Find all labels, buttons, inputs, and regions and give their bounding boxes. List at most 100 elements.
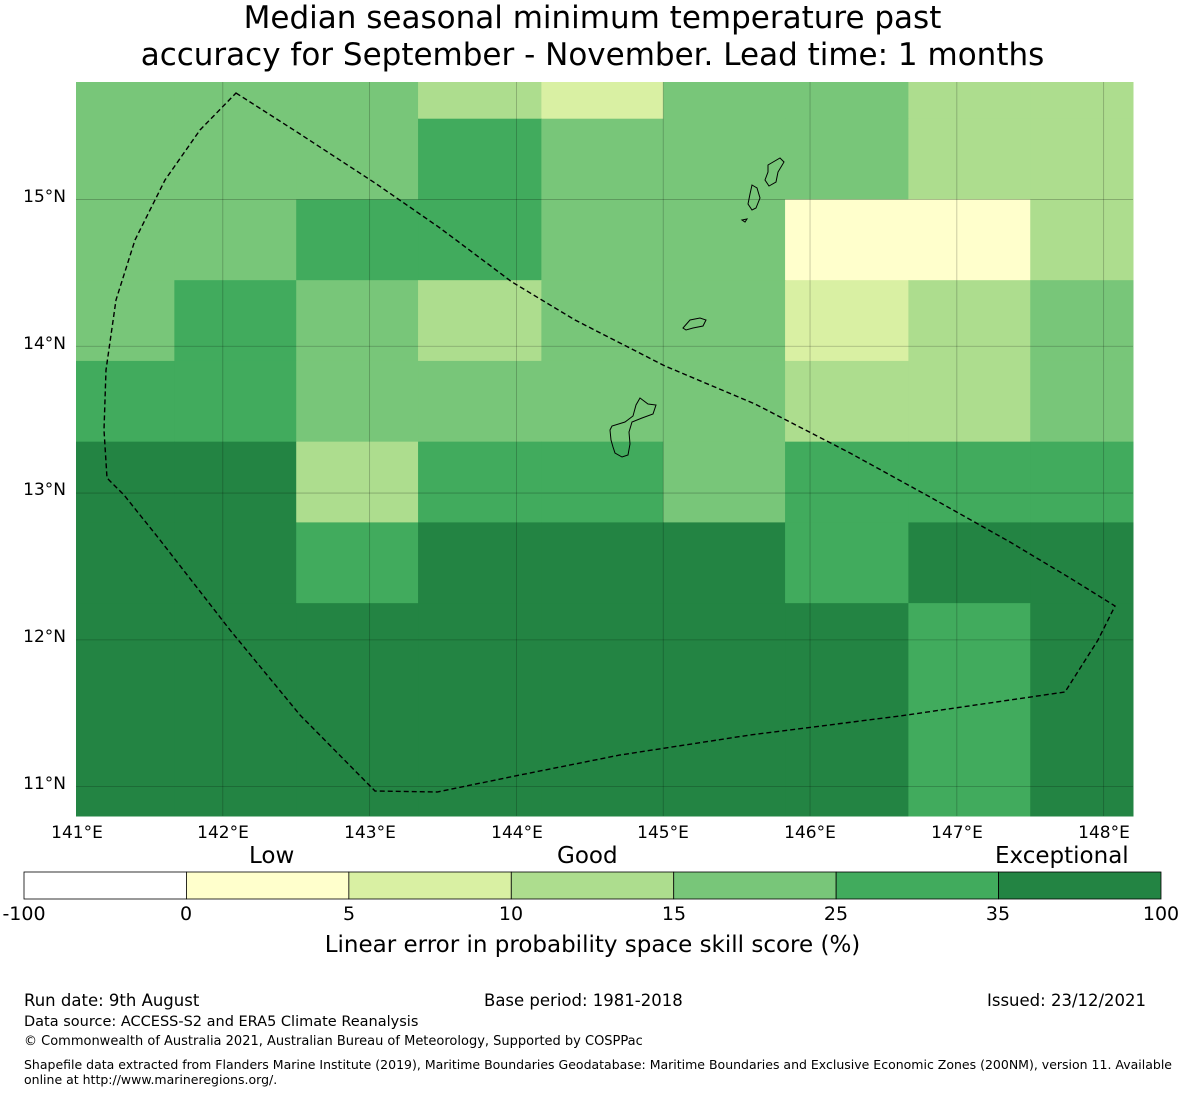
shapefile-note: Shapefile data extracted from Flanders M… <box>24 1057 1172 1087</box>
skill-cell <box>541 82 664 120</box>
skill-cell <box>1030 360 1134 443</box>
skill-cell <box>418 360 542 443</box>
skill-cell <box>76 199 175 281</box>
skill-cell <box>908 441 1031 523</box>
skill-cell <box>418 82 542 120</box>
colorbar-tick: 15 <box>661 903 687 925</box>
skill-cell <box>663 118 786 200</box>
skill-cell <box>174 280 297 362</box>
skill-grid <box>76 82 1134 817</box>
skill-cell <box>418 441 542 523</box>
skill-cell <box>418 522 542 604</box>
colorbar-tick: 100 <box>1142 903 1180 925</box>
island-tinian <box>747 184 761 211</box>
skill-cell <box>908 118 1031 200</box>
chart-title: Median seasonal minimum temperature past… <box>0 0 1185 74</box>
skill-cell <box>76 118 175 200</box>
skill-cell <box>785 199 909 281</box>
lon-label-147: 147°E <box>931 823 983 843</box>
skill-cell <box>76 280 175 362</box>
skill-cell <box>296 603 419 817</box>
skill-cell <box>174 603 297 817</box>
islands <box>609 157 785 458</box>
skill-cell <box>541 360 664 443</box>
skill-cell <box>908 603 1031 817</box>
colorbar-segment <box>673 871 837 900</box>
skill-cell <box>663 441 786 523</box>
colorbar-tick: 0 <box>179 903 193 925</box>
lat-lon-gridlines <box>76 82 1133 816</box>
legend-category-good: Good <box>557 843 618 869</box>
legend-category-low: Low <box>249 843 295 869</box>
skill-cell <box>663 82 786 120</box>
issued-date: Issued: 23/12/2021 <box>987 991 1147 1010</box>
skill-cell <box>296 82 419 120</box>
skill-cell <box>908 360 1031 443</box>
skill-cell <box>76 82 175 120</box>
colorbar-segment <box>348 871 512 900</box>
colorbar-segment <box>510 871 675 900</box>
lon-label-148: 148°E <box>1078 823 1130 843</box>
skill-cell <box>908 522 1031 604</box>
skill-cell <box>296 360 419 443</box>
skill-cell <box>1030 522 1134 604</box>
island-rota <box>682 317 707 331</box>
skill-cell <box>541 522 664 604</box>
data-source: Data source: ACCESS-S2 and ERA5 Climate … <box>24 1014 419 1030</box>
skill-cell <box>785 118 909 200</box>
skill-cell <box>296 441 419 523</box>
skill-cell <box>785 522 909 604</box>
colorbar-segment <box>186 871 350 900</box>
skill-cell <box>908 280 1031 362</box>
skill-cell <box>418 280 542 362</box>
skill-cell <box>1030 441 1134 523</box>
legend-category-exceptional: Exceptional <box>995 843 1129 869</box>
lat-label-12: 12°N <box>23 627 66 647</box>
lon-label-144: 144°E <box>491 823 543 843</box>
skill-cell <box>174 118 297 200</box>
colorbar <box>23 871 1162 900</box>
skill-cell <box>663 522 786 604</box>
skill-cell <box>174 522 297 604</box>
skill-cell <box>1030 118 1134 200</box>
skill-cell <box>418 603 542 817</box>
skill-cell <box>418 118 542 200</box>
lat-label-15: 15°N <box>23 187 66 207</box>
skill-cell <box>296 280 419 362</box>
colorbar-tick: 35 <box>985 903 1011 925</box>
skill-cell <box>76 603 175 817</box>
skill-cell <box>418 199 542 281</box>
island-guam <box>609 397 657 458</box>
skill-cell <box>908 82 1031 120</box>
lon-label-141: 141°E <box>51 823 103 843</box>
base-period: Base period: 1981-2018 <box>484 991 683 1010</box>
lon-label-142: 142°E <box>197 823 249 843</box>
lat-label-11: 11°N <box>23 774 66 794</box>
lon-label-146: 146°E <box>784 823 836 843</box>
skill-cell <box>908 199 1031 281</box>
colorbar-segment <box>835 871 999 900</box>
skill-cell <box>663 199 786 281</box>
colorbar-tick: 5 <box>342 903 356 925</box>
skill-cell <box>541 603 664 817</box>
title-line-1: Median seasonal minimum temperature past <box>243 0 942 36</box>
skill-cell <box>174 82 297 120</box>
skill-cell <box>296 522 419 604</box>
skill-cell <box>663 360 786 443</box>
colorbar-segment <box>23 871 187 900</box>
skill-cell <box>1030 82 1134 120</box>
skill-cell <box>663 280 786 362</box>
skill-cell <box>1030 603 1134 817</box>
skill-cell <box>785 82 909 120</box>
skill-cell <box>296 199 419 281</box>
lon-label-143: 143°E <box>344 823 396 843</box>
skill-cell <box>541 199 664 281</box>
skill-cell <box>1030 280 1134 362</box>
skill-cell <box>785 360 909 443</box>
lat-label-13: 13°N <box>23 480 66 500</box>
skill-cell <box>541 118 664 200</box>
skill-cell <box>296 118 419 200</box>
lat-label-14: 14°N <box>23 334 66 354</box>
skill-cell <box>76 522 175 604</box>
